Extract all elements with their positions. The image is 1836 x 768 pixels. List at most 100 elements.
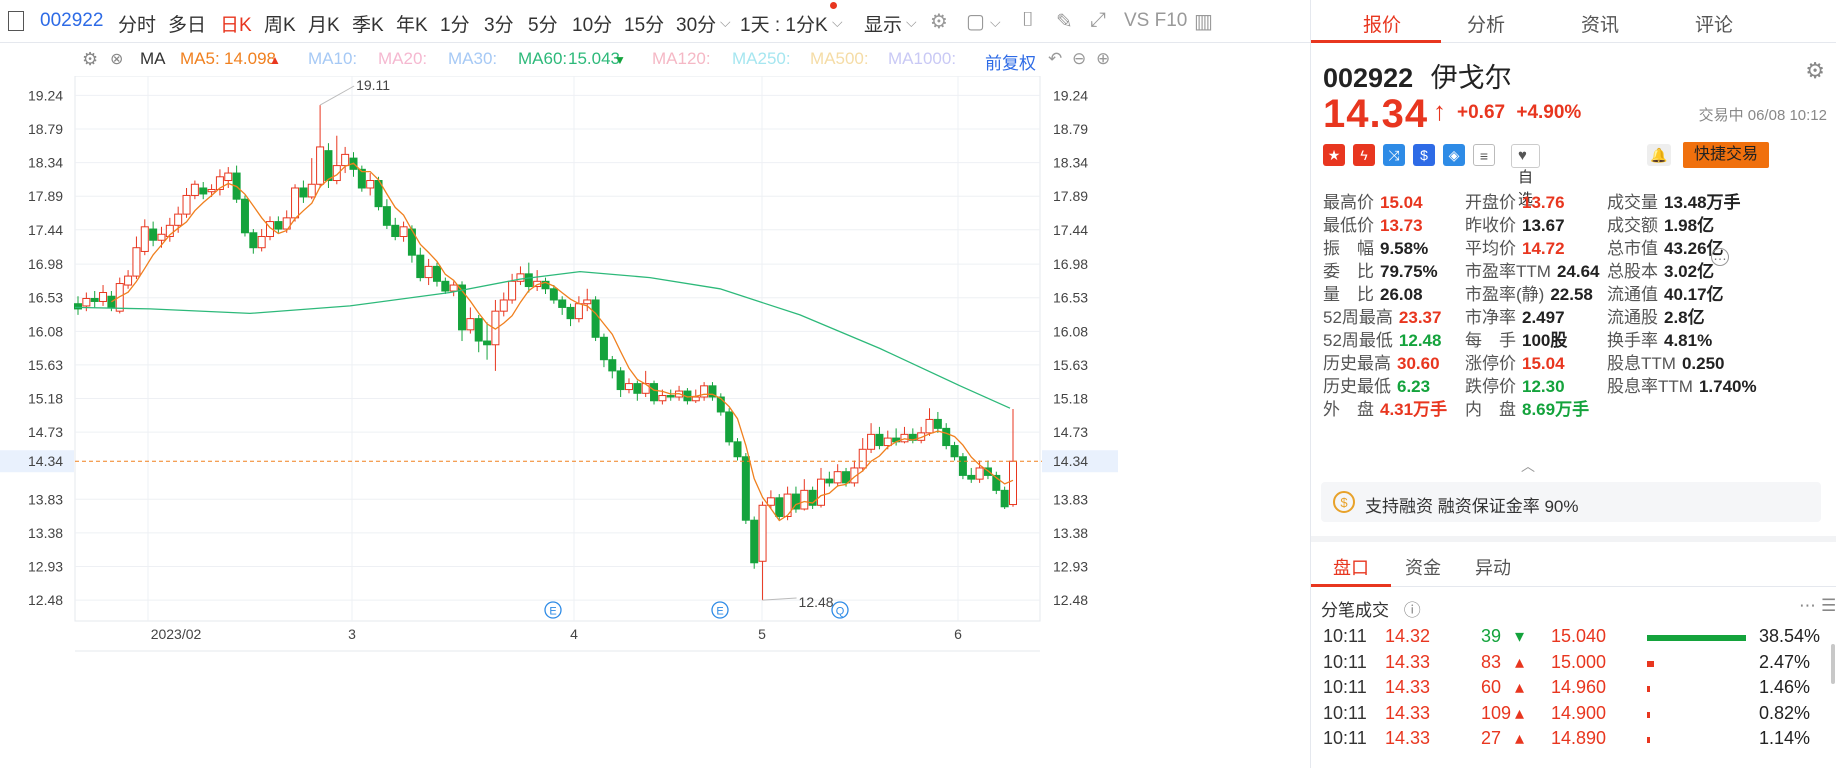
tab-niank[interactable]: 年K (396, 15, 428, 36)
candle-body (416, 254, 425, 279)
candle-body (199, 187, 208, 195)
stat-label: 平均价 (1465, 239, 1516, 258)
price-level: 14.960 (1551, 677, 1607, 697)
candle-body (791, 493, 800, 510)
add-watchlist-button[interactable]: ♥ 自选 (1511, 144, 1541, 208)
layout-icon[interactable]: ▢ (966, 11, 985, 33)
tab-duori[interactable]: 多日 (168, 15, 207, 36)
candle-body (499, 299, 508, 312)
candle-body (149, 228, 158, 241)
quote-panel: 报价 分析 资讯 评论 002922 伊戈尔 ⚙ 14.34 ↑ +0.67 +… (1310, 0, 1836, 768)
camera-icon[interactable]: ⌷ (1022, 9, 1034, 31)
shuffle-icon[interactable]: ⤨ (1383, 144, 1405, 166)
stat-value: 24.64 (1556, 262, 1600, 281)
tab-1min[interactable]: 1分 (440, 15, 470, 36)
candle-body (190, 183, 199, 196)
tab-rik[interactable]: 日K (220, 15, 252, 36)
collapse-icon[interactable]: ︿ (1521, 458, 1535, 474)
tab-quote[interactable]: 报价 (1363, 15, 1402, 36)
tab-3min[interactable]: 3分 (484, 15, 514, 36)
more-icon[interactable]: ⋯ (1799, 596, 1816, 615)
candle-body (307, 183, 316, 198)
undo-icon[interactable]: ↶ (1048, 49, 1063, 68)
tab-funds[interactable]: 资金 (1405, 558, 1441, 578)
info-icon[interactable]: ⓘ (1403, 601, 1421, 620)
y-tick-label-right: 12.48 (1053, 592, 1088, 608)
ma5-line (111, 162, 1014, 522)
stat-value: 40.17亿 (1664, 285, 1724, 304)
stat-cell: 历史最低 6.23 (1323, 372, 1430, 397)
quote-tabs: 报价 分析 资讯 评论 (1311, 0, 1836, 43)
tab-news[interactable]: 资讯 (1581, 15, 1620, 36)
stat-cell: 成交量 13.48万手 (1607, 188, 1741, 213)
list-icon[interactable]: ☰ (1821, 596, 1836, 615)
dollar-icon[interactable]: $ (1413, 144, 1435, 166)
tick-arrow-icon: ▴ (1515, 677, 1525, 697)
stat-value: 9.58% (1380, 239, 1429, 258)
tab-fenshi[interactable]: 分时 (118, 15, 157, 36)
vs-f10-button[interactable]: VS F10 (1124, 10, 1188, 31)
tab-comments[interactable]: 评论 (1695, 15, 1734, 36)
trading-status: 交易中 06/08 10:12 (1698, 107, 1827, 124)
chevron-down-icon[interactable]: ⌵ (832, 14, 843, 30)
zoom-in-icon[interactable]: ⊕ (1096, 49, 1111, 68)
ratio-bar (1647, 660, 1654, 667)
ma250-label: MA250: (732, 49, 791, 68)
tab-5min[interactable]: 5分 (528, 15, 558, 36)
tab-10min[interactable]: 10分 (572, 15, 613, 36)
stat-cell: 每 手 100股 (1465, 326, 1567, 351)
active-subtab-underline (1311, 584, 1391, 587)
tab-zhouk[interactable]: 周K (264, 15, 296, 36)
price-level: 14.900 (1551, 702, 1607, 723)
stock-code[interactable]: 002922 (40, 10, 104, 31)
china-flag-icon[interactable]: ★ (1323, 144, 1345, 166)
tab-15min[interactable]: 15分 (624, 15, 665, 36)
x-tick-label: 5 (758, 626, 766, 642)
tab-movement[interactable]: 异动 (1475, 558, 1511, 578)
tick-row: 10:11 14.33 109 ▴ 14.900 0.82% (1321, 703, 1836, 729)
sidebar-toggle-icon[interactable] (8, 11, 24, 31)
tab-pankou[interactable]: 盘口 (1333, 558, 1369, 578)
tab-30min[interactable]: 30分 (676, 15, 717, 36)
more-icon[interactable]: … (1711, 248, 1729, 266)
chevron-down-icon[interactable]: ⌵ (720, 14, 731, 30)
candle-body (491, 310, 500, 346)
candle-body (165, 224, 174, 238)
fullscreen-icon[interactable]: ⤢ (1090, 9, 1106, 31)
gear-icon[interactable]: ⚙ (930, 11, 948, 33)
kline-chart[interactable]: 19.24 19.24 18.79 18.79 18.34 18.34 17.89 17.89… (0, 76, 1118, 656)
gear-icon[interactable]: ⚙ (82, 49, 99, 69)
candle-body (967, 474, 976, 480)
chevron-down-icon[interactable]: ⌵ (990, 14, 1001, 30)
close-icon[interactable]: ⊗ (110, 51, 124, 68)
fast-trade-button[interactable]: 快捷交易 (1683, 142, 1769, 168)
y-tick-label-left: 15.63 (28, 357, 63, 373)
scrollbar[interactable] (1831, 644, 1835, 684)
display-menu[interactable]: 显示 (864, 15, 903, 36)
stat-cell: 市净率 2.497 (1465, 303, 1565, 328)
range-selector[interactable]: 1天 : 1分K (740, 15, 828, 36)
zoom-out-icon[interactable]: ⊖ (1072, 49, 1087, 68)
candle-body (942, 427, 951, 447)
candle-body (591, 299, 600, 338)
adjust-selector[interactable]: 前复权 (985, 54, 1036, 73)
y-tick-label-left: 16.98 (28, 256, 63, 272)
pen-icon[interactable]: ✎ (1056, 11, 1073, 33)
candle-body (332, 165, 341, 182)
stat-label: 委 比 (1323, 262, 1374, 281)
candle-body (399, 226, 408, 238)
tag-icon[interactable]: ◈ (1443, 144, 1465, 166)
bell-icon[interactable]: 🔔 (1647, 144, 1671, 166)
chevron-down-icon[interactable]: ⌵ (906, 14, 917, 30)
tab-yuek[interactable]: 月K (308, 15, 340, 36)
candle-body (733, 441, 742, 458)
document-icon[interactable]: ≡ (1473, 144, 1495, 166)
tab-analysis[interactable]: 分析 (1467, 15, 1506, 36)
panel-toggle-icon[interactable]: ▥ (1194, 11, 1213, 33)
indicator-type[interactable]: MA (140, 49, 166, 68)
flash-icon[interactable]: ϟ (1353, 144, 1375, 166)
tab-jik[interactable]: 季K (352, 15, 384, 36)
candle-body (691, 396, 700, 402)
settings-icon[interactable]: ⚙ (1805, 58, 1825, 83)
tick-row: 10:11 14.33 83 ▴ 15.000 2.47% (1321, 652, 1836, 678)
